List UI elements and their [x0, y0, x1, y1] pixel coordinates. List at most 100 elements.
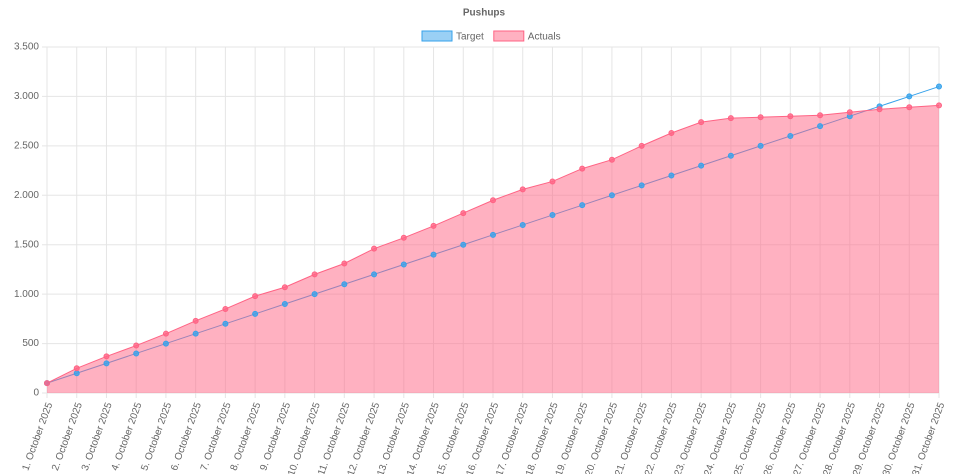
point	[371, 245, 378, 252]
point	[371, 271, 378, 278]
legend-label: Target	[456, 32, 484, 43]
point	[608, 192, 615, 199]
x-tick-label: 27. October 2025	[792, 401, 829, 474]
x-tick-label: 7. October 2025	[199, 401, 234, 473]
x-tick-label: 17. October 2025	[494, 401, 531, 474]
point	[906, 93, 913, 100]
point	[222, 305, 229, 312]
x-tick-label: 9. October 2025	[258, 401, 293, 473]
point	[73, 370, 80, 377]
x-tick-label: 15. October 2025	[435, 401, 472, 474]
x-tick-label: 31. October 2025	[911, 401, 948, 474]
y-tick-label: 3.000	[14, 91, 39, 102]
point	[817, 123, 824, 130]
point	[668, 172, 675, 179]
x-tick-label: 30. October 2025	[881, 401, 918, 474]
point	[727, 115, 734, 122]
y-tick-label: 2.500	[14, 140, 39, 151]
point	[460, 241, 467, 248]
point	[519, 186, 526, 193]
x-tick-label: 22. October 2025	[643, 401, 680, 474]
y-tick-label: 0	[33, 388, 39, 399]
x-tick-label: 26. October 2025	[762, 401, 799, 474]
x-tick-label: 25. October 2025	[732, 401, 769, 474]
legend-swatch	[493, 30, 525, 42]
point	[846, 109, 853, 116]
point	[817, 112, 824, 119]
point	[311, 291, 318, 298]
point	[162, 330, 169, 337]
point	[103, 360, 110, 367]
y-tick-label: 3.500	[14, 42, 39, 53]
point	[727, 152, 734, 159]
point	[44, 380, 50, 387]
area	[47, 105, 939, 393]
point	[698, 162, 705, 169]
x-tick-label: 28. October 2025	[821, 401, 858, 474]
x-tick-label: 12. October 2025	[346, 401, 383, 474]
point	[400, 261, 407, 268]
x-tick-label: 20. October 2025	[583, 401, 620, 474]
legend-label: Actuals	[528, 32, 561, 43]
x-tick-label: 21. October 2025	[613, 401, 650, 474]
point	[638, 142, 645, 149]
point	[698, 119, 705, 126]
x-tick-label: 6. October 2025	[169, 401, 204, 473]
point	[608, 156, 615, 163]
point	[549, 178, 556, 185]
point	[341, 260, 348, 267]
x-tick-label: 29. October 2025	[851, 401, 888, 474]
point	[757, 114, 764, 121]
point	[549, 212, 556, 219]
point	[519, 221, 526, 228]
point	[787, 113, 794, 120]
point	[757, 142, 764, 149]
point	[133, 350, 140, 357]
point	[281, 284, 288, 291]
y-tick-label: 2.000	[14, 190, 39, 201]
point	[936, 102, 942, 109]
x-tick-label: 3. October 2025	[80, 401, 115, 473]
x-tick-label: 8. October 2025	[229, 401, 264, 473]
point	[876, 106, 883, 113]
point	[579, 165, 586, 172]
x-tick-label: 18. October 2025	[524, 401, 561, 474]
x-tick-label: 19. October 2025	[554, 401, 591, 474]
point	[252, 310, 259, 317]
point	[103, 353, 110, 360]
point	[341, 281, 348, 288]
x-tick-label: 11. October 2025	[316, 401, 353, 474]
x-tick-label: 10. October 2025	[286, 401, 323, 474]
point	[192, 330, 199, 337]
point	[638, 182, 645, 189]
x-tick-label: 13. October 2025	[375, 401, 412, 474]
y-tick-label: 1.000	[14, 289, 39, 300]
y-tick-label: 500	[22, 338, 39, 349]
y-tick-label: 1.500	[14, 239, 39, 250]
point	[400, 234, 407, 241]
point	[430, 251, 437, 258]
point	[490, 197, 496, 204]
point	[311, 271, 318, 278]
point	[222, 320, 229, 327]
point	[133, 342, 140, 349]
point	[787, 132, 794, 139]
x-tick-label: 1. October 2025	[20, 401, 55, 473]
legend-swatch	[421, 30, 453, 42]
point	[430, 222, 437, 229]
point	[460, 210, 467, 217]
point	[490, 231, 496, 238]
point	[192, 317, 199, 324]
x-tick-label: 23. October 2025	[673, 401, 710, 474]
x-tick-label: 16. October 2025	[465, 401, 502, 474]
x-tick-label: 5. October 2025	[139, 401, 174, 473]
point	[162, 340, 169, 347]
x-tick-label: 4. October 2025	[110, 401, 145, 473]
point	[252, 293, 259, 300]
x-tick-label: 24. October 2025	[702, 401, 739, 474]
point	[668, 130, 675, 137]
x-tick-label: 14. October 2025	[405, 401, 442, 474]
point	[906, 104, 913, 111]
chart-title: Pushups	[463, 8, 506, 19]
